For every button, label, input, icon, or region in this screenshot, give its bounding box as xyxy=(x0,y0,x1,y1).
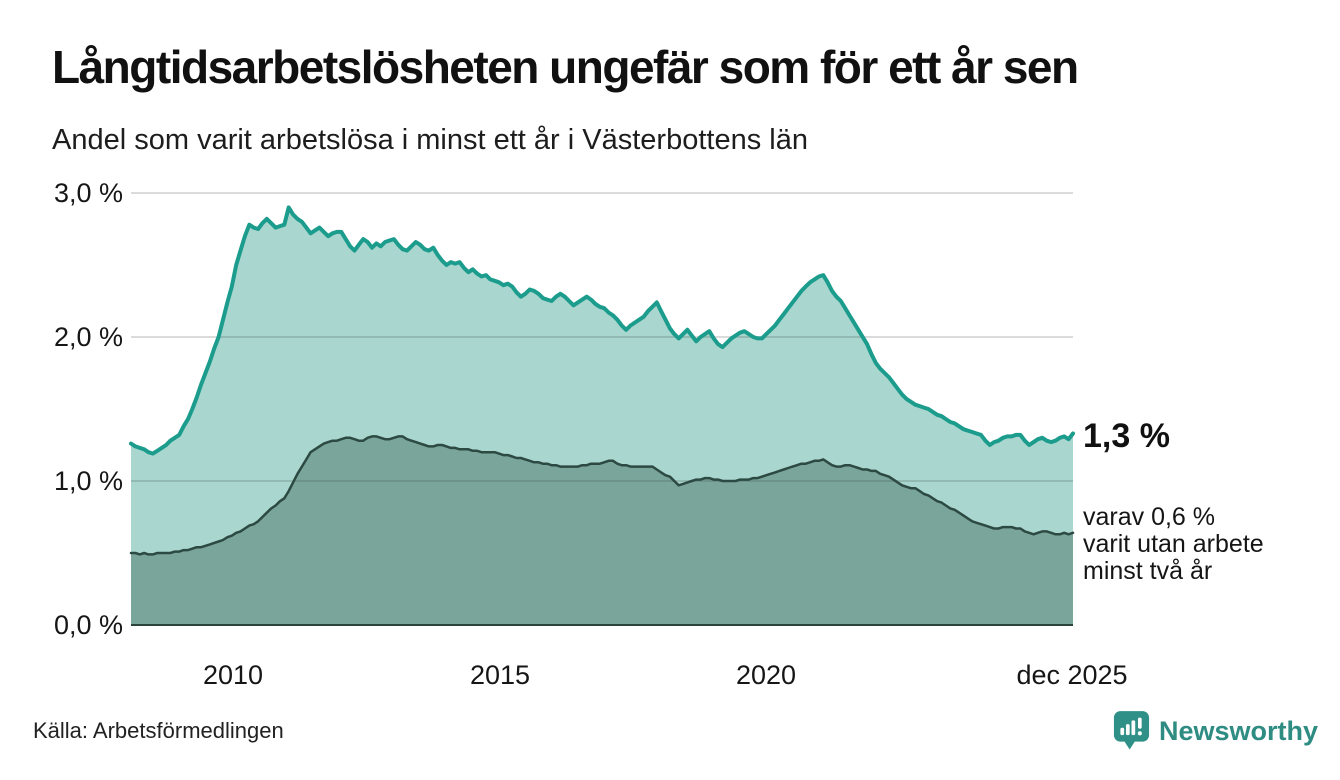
exclamation-dot xyxy=(1137,731,1142,736)
x-axis-tick-2010: 2010 xyxy=(202,660,264,690)
line-two-years xyxy=(129,435,1075,556)
brand-name: Newsworthy xyxy=(1159,715,1319,746)
latest-value-label: 1,3 % xyxy=(1083,417,1170,455)
secondary-series-note: varav 0,6 % varit utan arbete minst två … xyxy=(1083,504,1264,585)
x-axis-tick-dec-2025: dec 2025 xyxy=(1016,660,1128,690)
source-credit: Källa: Arbetsförmedlingen xyxy=(33,718,284,743)
x-axis-tick-2020: 2020 xyxy=(735,660,797,690)
page-subtitle: Andel som varit arbetslösa i minst ett å… xyxy=(52,124,808,156)
area-one-year xyxy=(131,207,1073,625)
area-two-years xyxy=(131,436,1073,625)
y-axis-tick-1_0: 1,0 % xyxy=(53,466,123,496)
newsworthy-logo: Newsworthy xyxy=(1113,710,1318,752)
y-axis-tick-0_0: 0,0 % xyxy=(53,610,123,640)
page-title: Långtidsarbetslösheten ungefär som för e… xyxy=(52,41,1079,93)
x-axis-tick-2015: 2015 xyxy=(469,660,531,690)
exclamation-bar xyxy=(1137,717,1142,729)
newsworthy-icon xyxy=(1113,711,1150,750)
line-one-year xyxy=(129,205,1075,456)
y-axis-tick-2_0: 2,0 % xyxy=(53,322,123,352)
bar-chart-glyph xyxy=(1120,717,1142,736)
note-line-3: minst två år xyxy=(1083,557,1213,585)
y-axis-tick-3_0: 3,0 % xyxy=(53,178,123,208)
note-line-2: varit utan arbete xyxy=(1083,530,1264,558)
note-line-1: varav 0,6 % xyxy=(1083,503,1216,531)
